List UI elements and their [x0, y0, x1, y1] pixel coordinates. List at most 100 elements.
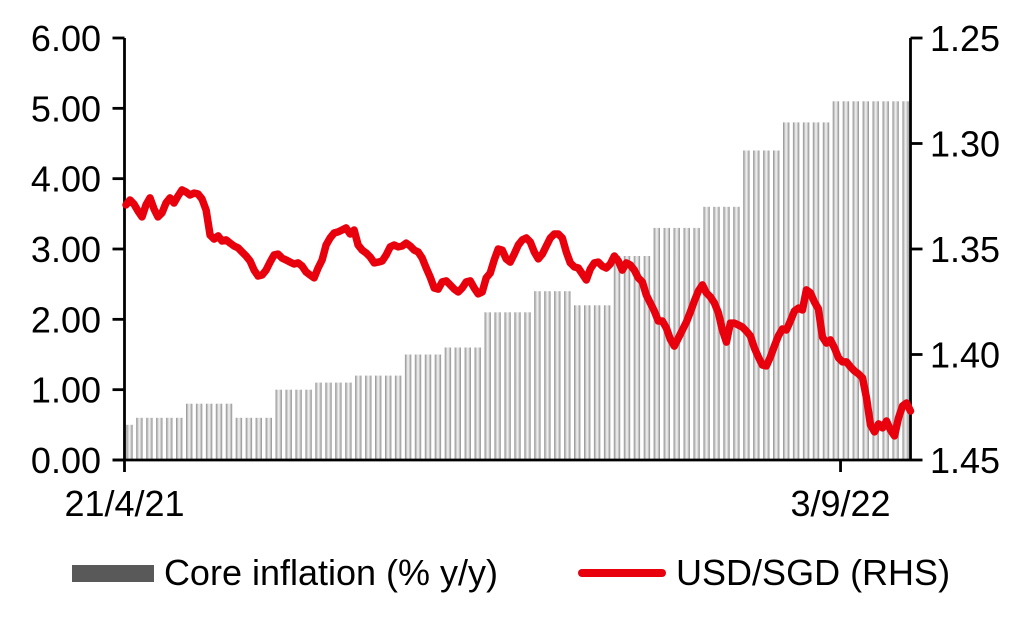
- core-inflation-bar: [643, 256, 651, 460]
- core-inflation-bar: [544, 291, 551, 460]
- core-inflation-bar: [763, 150, 770, 460]
- core-inflation-bar: [663, 227, 670, 460]
- core-inflation-bar: [235, 417, 243, 460]
- core-inflation-bar: [653, 227, 660, 460]
- core-inflation-bar: [156, 417, 163, 460]
- core-inflation-bar: [315, 382, 322, 460]
- core-inflation-bar: [882, 101, 889, 461]
- core-inflation-bar: [255, 417, 262, 460]
- core-inflation-bar: [275, 389, 282, 460]
- core-inflation-bar: [534, 291, 541, 460]
- core-inflation-bar: [792, 122, 800, 461]
- core-inflation-bar: [215, 403, 223, 460]
- core-inflation-bar: [564, 291, 571, 460]
- legend-item-usdsgd: USD/SGD (RHS): [578, 552, 950, 594]
- core-inflation-bar: [295, 389, 302, 460]
- chart-legend: Core inflation (% y/y) USD/SGD (RHS): [0, 552, 1022, 594]
- core-inflation-bar: [285, 389, 292, 460]
- y-axis-right-tick-label: 1.30: [930, 124, 1000, 165]
- core-inflation-bar: [444, 347, 452, 460]
- core-inflation-bar: [375, 375, 382, 460]
- core-inflation-bar: [683, 227, 690, 460]
- core-inflation-bar: [365, 375, 372, 460]
- core-inflation-bar: [335, 382, 342, 460]
- core-inflation-bar: [872, 101, 879, 461]
- core-inflation-bar: [414, 354, 422, 460]
- core-inflation-bar: [325, 382, 332, 460]
- y-axis-left-tick-label: 1.00: [31, 370, 101, 411]
- core-inflation-bar: [733, 206, 740, 460]
- y-axis-left-tick-label: 4.00: [31, 159, 101, 200]
- core-inflation-bar: [603, 305, 611, 460]
- legend-line-swatch-icon: [578, 569, 667, 577]
- core-inflation-bar: [842, 101, 850, 461]
- core-inflation-bar: [474, 347, 481, 460]
- core-inflation-bar: [812, 122, 820, 461]
- y-axis-left-tick-label: 5.00: [31, 88, 101, 129]
- usdsgd-line: [122, 186, 915, 440]
- y-axis-right-tick-label: 1.35: [930, 229, 1000, 270]
- core-inflation-bar: [126, 424, 133, 460]
- core-inflation-bar: [454, 347, 461, 460]
- legend-item-core-inflation: Core inflation (% y/y): [71, 552, 499, 594]
- core-inflation-bar: [394, 375, 402, 460]
- core-inflation-bar: [693, 227, 700, 460]
- core-inflation-bar: [862, 101, 869, 461]
- core-inflation-bar: [385, 375, 392, 460]
- core-inflation-bar: [574, 305, 581, 460]
- core-inflation-bar: [524, 312, 531, 460]
- core-inflation-bar: [494, 312, 501, 460]
- core-inflation-bar: [195, 403, 203, 460]
- y-axis-left-tick-label: 0.00: [31, 440, 101, 481]
- core-inflation-bar: [245, 417, 253, 460]
- core-inflation-bar: [345, 382, 352, 460]
- x-axis-tick-label: 21/4/21: [64, 483, 184, 524]
- core-inflation-bar: [832, 101, 840, 461]
- core-inflation-bar: [743, 150, 750, 460]
- legend-label-core-inflation: Core inflation (% y/y): [163, 552, 499, 593]
- y-axis-right-tick-label: 1.45: [930, 440, 1000, 481]
- core-inflation-bar: [902, 101, 909, 461]
- y-axis-left-tick-label: 2.00: [31, 299, 101, 340]
- core-inflation-bar: [176, 417, 183, 460]
- core-inflation-bar: [205, 403, 213, 460]
- x-axis-tick-label: 3/9/22: [790, 483, 890, 524]
- legend-label-usdsgd: USD/SGD (RHS): [676, 552, 951, 593]
- core-inflation-bar: [514, 312, 521, 460]
- y-axis-left-tick-label: 3.00: [31, 229, 101, 270]
- core-inflation-bar: [713, 206, 720, 460]
- core-inflation-bar: [484, 312, 491, 460]
- core-inflation-bar: [305, 389, 312, 460]
- core-inflation-bar: [822, 122, 830, 461]
- core-inflation-bar: [554, 291, 561, 460]
- core-inflation-bar: [613, 256, 621, 460]
- core-inflation-bar: [504, 312, 511, 460]
- core-inflation-bar: [892, 101, 899, 461]
- core-inflation-bar: [136, 417, 143, 460]
- core-inflation-bar: [186, 403, 193, 460]
- core-inflation-bar: [703, 206, 710, 460]
- core-inflation-bar: [623, 256, 631, 460]
- core-inflation-bar: [584, 305, 591, 460]
- core-inflation-bar: [225, 403, 233, 460]
- core-inflation-bar: [852, 101, 859, 461]
- core-inflation-bar: [424, 354, 432, 460]
- y-axis-left-tick-label: 6.00: [31, 18, 101, 59]
- y-axis-right-tick-label: 1.40: [930, 335, 1000, 376]
- core-inflation-bar: [773, 150, 780, 460]
- core-inflation-bar: [166, 417, 173, 460]
- core-inflation-bar: [633, 256, 641, 460]
- core-inflation-bar: [783, 122, 790, 461]
- core-inflation-bar: [464, 347, 471, 460]
- core-inflation-bar: [146, 417, 153, 460]
- y-axis-right-tick-label: 1.25: [930, 18, 1000, 59]
- core-inflation-bar: [404, 354, 412, 460]
- legend-bar-swatch-icon: [71, 564, 154, 582]
- core-inflation-bar: [355, 375, 362, 460]
- core-inflation-bar: [593, 305, 601, 460]
- core-inflation-bar: [753, 150, 760, 460]
- core-inflation-bar: [434, 354, 442, 460]
- core-inflation-bar: [265, 417, 272, 460]
